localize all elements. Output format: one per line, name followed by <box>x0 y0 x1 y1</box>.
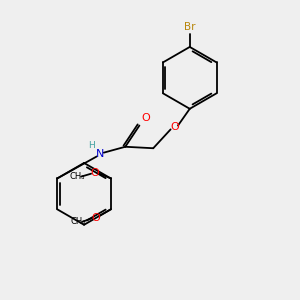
Text: CH₃: CH₃ <box>71 218 86 226</box>
Text: O: O <box>91 213 100 223</box>
Text: O: O <box>142 113 150 123</box>
Text: N: N <box>96 149 104 159</box>
Text: O: O <box>170 122 179 132</box>
Text: O: O <box>90 168 99 178</box>
Text: H: H <box>88 141 95 150</box>
Text: CH₃: CH₃ <box>70 172 85 181</box>
Text: Br: Br <box>184 22 196 32</box>
